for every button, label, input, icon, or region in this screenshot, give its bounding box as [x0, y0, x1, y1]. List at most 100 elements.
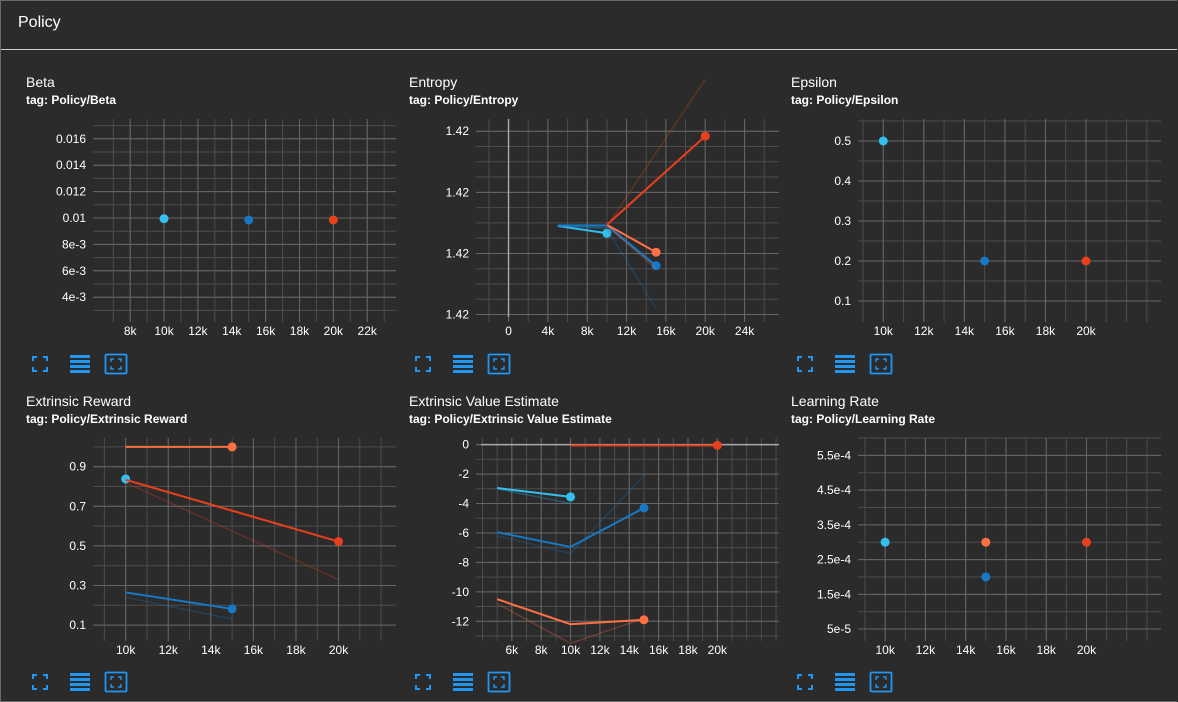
chart-plot[interactable]: 10k 12k 14k 16k 18k 20k 0.1 0.2 0.3 0.4 0.5 — [791, 74, 1161, 349]
toggle-log-scale-icon — [451, 352, 475, 376]
reset-zoom-button[interactable] — [869, 670, 893, 694]
chart-plot[interactable]: 0 4k 8k 12k 16k 20k 24k 1.42 1.42 1.42 1.42 — [409, 74, 779, 349]
chart-title: Extrinsic Reward — [26, 393, 132, 409]
x-tick-label: 4k — [542, 324, 556, 338]
toggle-log-scale-button[interactable] — [833, 670, 857, 694]
chart-plot[interactable]: 6k 8k 10k 12k 14k 16k 18k 20k -12 -10 -8 -6 -4 -2 0 — [409, 393, 779, 668]
toggle-log-scale-icon — [451, 670, 475, 694]
series-c4 — [570, 440, 722, 450]
y-tick-label: 1.42 — [446, 246, 470, 260]
series-c3 — [125, 442, 237, 452]
chart-tag: tag: Policy/Beta — [26, 93, 117, 107]
fit-to-screen-button[interactable] — [793, 352, 817, 376]
chart-card-extrinsic-value-estimate: Extrinsic Value Estimate tag: Policy/Ext… — [407, 393, 779, 701]
x-tick-label: 14k — [955, 324, 975, 338]
x-tick-label: 12k — [617, 324, 637, 338]
y-tick-label: 0.9 — [69, 460, 86, 474]
chart-tag: tag: Policy/Entropy — [409, 93, 519, 107]
data-point — [159, 214, 169, 224]
reset-zoom-button[interactable] — [487, 670, 511, 694]
grid — [476, 119, 779, 322]
x-tick-label: 16k — [256, 324, 276, 338]
reset-zoom-icon — [487, 670, 511, 694]
x-tick-label: 12k — [188, 324, 208, 338]
x-tick-label: 16k — [649, 643, 669, 657]
chart-title: Epsilon — [791, 74, 837, 90]
chart-plot[interactable]: 10k 12k 14k 16k 18k 20k 0.1 0.3 0.5 0.7 0.9 — [26, 393, 396, 668]
series-c4 — [1081, 256, 1091, 266]
series-c2 — [125, 591, 237, 620]
x-tick-label: 18k — [290, 324, 310, 338]
toggle-log-scale-button[interactable] — [451, 352, 475, 376]
grid — [93, 438, 396, 641]
reset-zoom-button[interactable] — [487, 352, 511, 376]
x-tick-label: 12k — [590, 643, 610, 657]
y-tick-label: 0.3 — [69, 579, 86, 593]
series-line — [557, 224, 608, 235]
chart-card-learning-rate: Learning Rate tag: Policy/Learning Rate … — [791, 393, 1161, 701]
chart-toolbar — [407, 670, 519, 694]
series-raw-line — [497, 488, 571, 505]
reset-zoom-button[interactable] — [104, 670, 128, 694]
section-header[interactable]: Policy — [1, 1, 1177, 50]
y-tick-label: 2.5e-4 — [817, 553, 851, 567]
grid — [93, 119, 396, 322]
y-tick-label: 6e-3 — [62, 264, 86, 278]
data-point — [639, 615, 649, 625]
fit-to-screen-button[interactable] — [28, 670, 52, 694]
toggle-log-scale-icon — [68, 352, 92, 376]
y-tick-label: 0.2 — [834, 254, 851, 268]
x-tick-label: 14k — [620, 643, 640, 657]
series-raw-line — [606, 225, 657, 270]
data-point — [1082, 537, 1091, 547]
series-raw-line — [125, 596, 233, 620]
x-tick-label: 12k — [916, 643, 936, 657]
y-tick-label: 0.3 — [834, 214, 851, 228]
fit-to-screen-icon — [411, 670, 435, 694]
x-tick-label: 16k — [244, 643, 264, 657]
reset-zoom-button[interactable] — [869, 352, 893, 376]
data-point — [700, 131, 710, 141]
x-tick-label: 20k — [1076, 324, 1096, 338]
fit-to-screen-button[interactable] — [411, 352, 435, 376]
toggle-log-scale-button[interactable] — [833, 352, 857, 376]
series-c2 — [244, 215, 254, 225]
x-tick-label: 20k — [329, 643, 349, 657]
fit-to-screen-button[interactable] — [28, 352, 52, 376]
chart-tag: tag: Policy/Extrinsic Value Estimate — [409, 412, 612, 426]
series-c1 — [557, 224, 612, 238]
fit-to-screen-icon — [793, 352, 817, 376]
reset-zoom-icon — [869, 352, 893, 376]
chart-card-entropy: Entropy tag: Policy/Entropy 0 4k 8k 12k 16k 2… — [409, 74, 779, 384]
data-point — [651, 261, 661, 271]
data-point — [602, 228, 612, 238]
reset-zoom-button[interactable] — [104, 352, 128, 376]
reset-zoom-icon — [104, 352, 128, 376]
reset-zoom-icon — [104, 670, 128, 694]
toggle-log-scale-button[interactable] — [68, 352, 92, 376]
series-c4 — [606, 78, 710, 227]
series-line — [606, 223, 657, 254]
fit-to-screen-button[interactable] — [793, 670, 817, 694]
series-c1 — [159, 214, 169, 224]
chart-title: Extrinsic Value Estimate — [409, 393, 559, 409]
y-tick-label: 4e-3 — [62, 290, 86, 304]
y-tick-label: 3.5e-4 — [817, 518, 851, 532]
series-c1 — [121, 474, 131, 484]
toggle-log-scale-button[interactable] — [68, 670, 92, 694]
fit-to-screen-button[interactable] — [411, 670, 435, 694]
x-tick-label: 14k — [201, 643, 221, 657]
chart-plot[interactable]: 10k 12k 14k 16k 18k 20k 5e-5 1.5e-4 2.5e-4 3.5e-4… — [791, 393, 1161, 668]
toggle-log-scale-icon — [833, 670, 857, 694]
series-c2 — [980, 256, 990, 266]
y-tick-label: -8 — [458, 555, 469, 569]
toggle-log-scale-button[interactable] — [451, 670, 475, 694]
x-tick-label: 12k — [159, 643, 179, 657]
y-tick-label: 1.42 — [446, 185, 470, 199]
series-line — [606, 135, 706, 226]
chart-plot[interactable]: 8k 10k 12k 14k 16k 18k 20k 22k 4e-3 6e-3 8e-3 0.01 0… — [26, 74, 396, 349]
data-point — [980, 256, 990, 266]
series-c4 — [125, 478, 344, 581]
chart-card-extrinsic-reward: Extrinsic Reward tag: Policy/Extrinsic R… — [26, 393, 396, 701]
